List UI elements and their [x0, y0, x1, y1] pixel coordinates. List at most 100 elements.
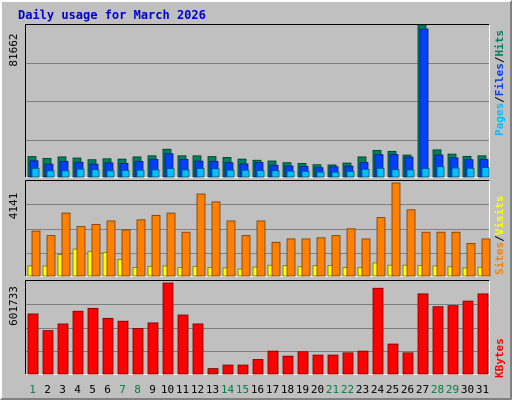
bar-pages — [286, 170, 295, 178]
bar-sites — [451, 231, 461, 277]
legend-item: KBytes — [493, 338, 506, 378]
bar-files — [419, 28, 429, 178]
day-label: 22 — [341, 383, 354, 396]
bar-pages — [481, 167, 490, 178]
bar-pages — [46, 170, 55, 178]
legend-item: Pages — [493, 103, 506, 136]
day-axis-labels: 1 2 3 4 5 6 7 8 9 10 11 12 13 14 15 16 17 18 19 20 21 22 23 24 2… — [29, 383, 489, 396]
day-label: 15 — [236, 383, 249, 396]
day-label: 1 — [29, 383, 36, 396]
bar-pages — [196, 168, 205, 178]
bar-sites — [466, 243, 476, 277]
day-label: 4 — [74, 383, 81, 396]
legend: KBytes — [493, 338, 506, 378]
bar-kbytes — [87, 307, 99, 375]
day-label: 25 — [386, 383, 399, 396]
y-max-label: 601733 — [7, 286, 20, 326]
bar-sites — [436, 231, 446, 277]
day-label: 21 — [326, 383, 339, 396]
bar-sites — [76, 226, 86, 277]
bar-pages — [331, 171, 340, 178]
bar-kbytes — [177, 314, 189, 375]
day-label: 29 — [446, 383, 459, 396]
bar-sites — [151, 214, 161, 277]
bar-sites — [61, 212, 71, 277]
day-label: 27 — [416, 383, 429, 396]
legend-item: Hits — [493, 30, 506, 57]
bar-kbytes — [192, 323, 204, 375]
bar-sites — [31, 230, 41, 277]
bar-kbytes — [102, 317, 114, 375]
bar-pages — [256, 170, 265, 178]
bar-pages — [91, 169, 100, 178]
bar-kbytes — [432, 306, 444, 375]
day-label: 8 — [134, 383, 141, 396]
day-label: 28 — [431, 383, 444, 396]
bar-sites — [421, 231, 431, 277]
bar-sites — [286, 238, 296, 277]
bar-sites — [196, 193, 206, 277]
bar-kbytes — [477, 293, 489, 375]
bar-pages — [391, 169, 400, 178]
bar-pages — [436, 166, 445, 178]
y-max-label: 4141 — [7, 193, 20, 220]
bar-kbytes — [42, 330, 54, 375]
bar-kbytes — [252, 359, 264, 375]
day-label: 16 — [251, 383, 264, 396]
bar-sites — [121, 229, 131, 277]
bar-kbytes — [447, 305, 459, 375]
legend-item: / — [493, 56, 506, 63]
day-label: 10 — [161, 383, 174, 396]
day-label: 31 — [476, 383, 489, 396]
bar-pages — [421, 168, 430, 178]
bar-kbytes — [282, 355, 294, 375]
chart-panels: 81662 4141 601733 — [7, 24, 491, 375]
bar-sites — [91, 223, 101, 277]
day-label: 13 — [206, 383, 219, 396]
bar-pages — [271, 170, 280, 178]
day-label: 6 — [104, 383, 111, 396]
bar-sites — [361, 238, 371, 277]
day-label: 9 — [149, 383, 156, 396]
bar-sites — [406, 209, 416, 277]
day-label: 12 — [191, 383, 204, 396]
day-label: 17 — [266, 383, 279, 396]
legend-item: Files — [493, 63, 506, 96]
bar-pages — [361, 168, 370, 178]
bar-sites — [376, 217, 386, 277]
bar-kbytes — [117, 320, 129, 375]
bar-sites — [106, 220, 116, 277]
day-label: 2 — [44, 383, 51, 396]
bar-pages — [451, 167, 460, 178]
bar-kbytes — [147, 322, 159, 375]
bar-pages — [316, 171, 325, 178]
bar-pages — [61, 170, 70, 178]
legend: Pages/Files/Hits — [493, 30, 506, 136]
legend-item: Visits — [493, 196, 506, 236]
bar-kbytes — [237, 364, 249, 375]
chart-title: Daily usage for March 2026 — [18, 8, 206, 22]
bar-kbytes — [312, 354, 324, 375]
bar-kbytes — [462, 300, 474, 375]
bar-sites — [166, 212, 176, 277]
day-label: 19 — [296, 383, 309, 396]
bar-sites — [226, 220, 236, 277]
bar-pages — [226, 169, 235, 178]
day-label: 18 — [281, 383, 294, 396]
day-label: 20 — [311, 383, 324, 396]
legend-item: / — [493, 96, 506, 103]
day-label: 7 — [119, 383, 126, 396]
bar-kbytes — [357, 350, 369, 375]
bar-pages — [241, 169, 250, 178]
bar-pages — [376, 168, 385, 178]
bar-kbytes — [372, 287, 384, 375]
day-label: 11 — [176, 383, 189, 396]
day-label: 14 — [221, 383, 235, 396]
legend: Sites/Visits — [493, 196, 506, 276]
bar-kbytes — [417, 293, 429, 375]
bar-kbytes — [132, 328, 144, 375]
bar-kbytes — [72, 310, 84, 375]
day-label: 3 — [59, 383, 66, 396]
